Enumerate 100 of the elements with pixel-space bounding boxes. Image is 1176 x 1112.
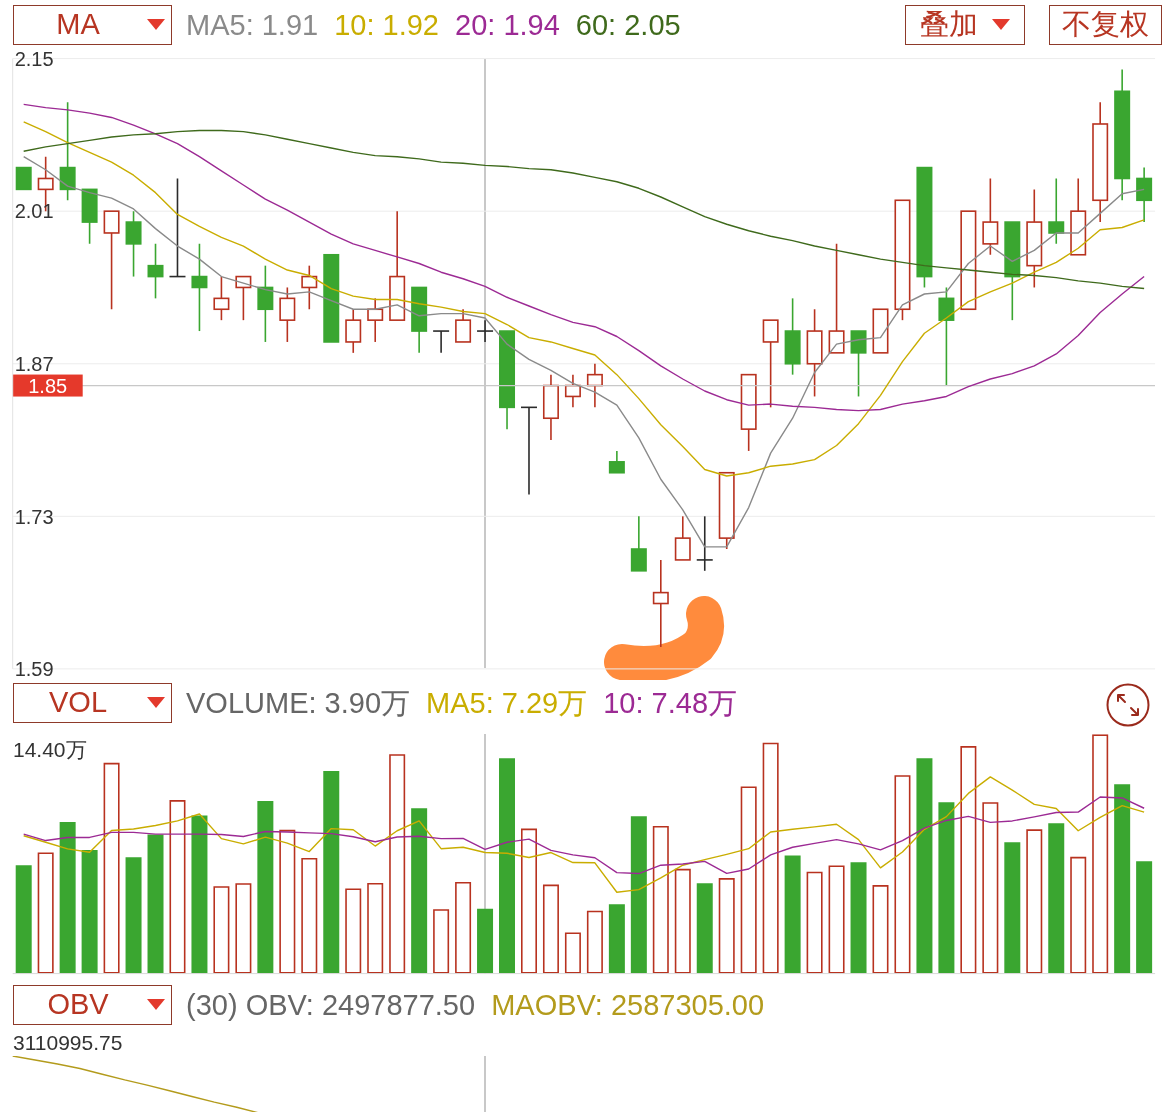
bar [520,828,537,974]
bar [696,883,713,974]
candlestick [15,166,32,191]
text: MA5: 7.29万 [426,686,588,721]
y-tick-label: 1.73 [14,505,54,528]
candlestick [301,264,318,311]
candlestick [1048,177,1065,245]
bar [37,852,54,974]
bar [982,802,999,974]
bar [762,742,779,974]
bar [630,816,647,974]
candlestick [367,297,384,343]
candlestick [125,210,142,278]
bar [169,800,186,974]
candlestick [147,243,164,300]
bar [477,908,494,974]
bar [257,801,274,974]
text: 10: 1.92 [334,8,440,43]
bar [1026,829,1043,974]
candlestick [674,515,691,561]
ref-line-label: 1.85 [28,374,68,397]
bar [125,857,142,974]
bar [15,865,32,974]
candlestick [213,275,230,321]
text: 叠加 [905,5,1025,45]
bar [916,758,933,974]
bar [191,815,208,974]
text: 3110995.75 [13,1031,123,1055]
bar [81,850,98,974]
candlestick [608,450,625,474]
bar [213,886,230,974]
bar [235,883,252,974]
candlestick [1136,166,1153,223]
candlestick [191,243,208,332]
bar [850,862,867,974]
bar [345,888,362,974]
bar [718,878,735,974]
chart-title: MA [55,7,101,42]
bar [674,868,691,974]
bar [564,932,581,974]
text: 10: 7.48万 [603,686,738,721]
bar [652,825,669,974]
bar [784,855,801,974]
bar [740,786,757,974]
candlestick [345,308,362,354]
y-tick-label: 1.87 [14,352,54,375]
bar [1004,842,1021,974]
bar [147,834,164,974]
y-tick-label: 1.59 [14,658,54,681]
text: MAOBV: 2587305.00 [491,988,765,1023]
candlestick [652,559,669,648]
bar [894,775,911,974]
bar [499,758,516,974]
candlestick [432,330,450,354]
chart-title: VOL [48,685,108,720]
y-tick-label: 2.15 [14,47,54,70]
bar [586,910,603,974]
bar [323,770,340,974]
bar [542,884,559,974]
candlestick [938,286,955,387]
bar [103,762,120,974]
bar [872,885,889,974]
bar [389,754,406,974]
candlestick [476,319,494,343]
bar [279,829,296,974]
bar [960,746,977,974]
candlestick [982,177,999,256]
bar [433,909,450,974]
candlestick [257,264,274,343]
bar [59,822,76,974]
bar [806,871,823,974]
bar [1136,861,1153,974]
bar [1048,823,1065,974]
candlestick [103,210,120,311]
bar [301,858,318,974]
candlestick [630,515,647,572]
bar [455,881,472,974]
candlestick [695,515,714,572]
bar [1092,734,1109,974]
candlestick [828,243,845,354]
candlestick [279,286,296,343]
text: (30) OBV: 2497877.50 [186,988,476,1023]
text: 不复权 [1049,5,1162,45]
bar [1070,856,1087,974]
bar [411,808,428,974]
candlestick [59,101,76,202]
text: 60: 2.05 [575,8,681,43]
y-tick-label: 2.01 [14,200,54,223]
text: 20: 1.94 [455,8,560,43]
chart-title: OBV [46,987,110,1022]
candlestick [762,319,779,409]
bar [608,904,625,974]
bar [367,882,384,974]
candlestick [455,308,472,343]
bar [938,802,955,974]
candlestick [850,330,867,398]
annotation: 14.40万 [13,738,87,762]
text: VOLUME: 3.90万 [186,686,411,721]
bar [828,865,845,974]
bar [1114,784,1131,974]
